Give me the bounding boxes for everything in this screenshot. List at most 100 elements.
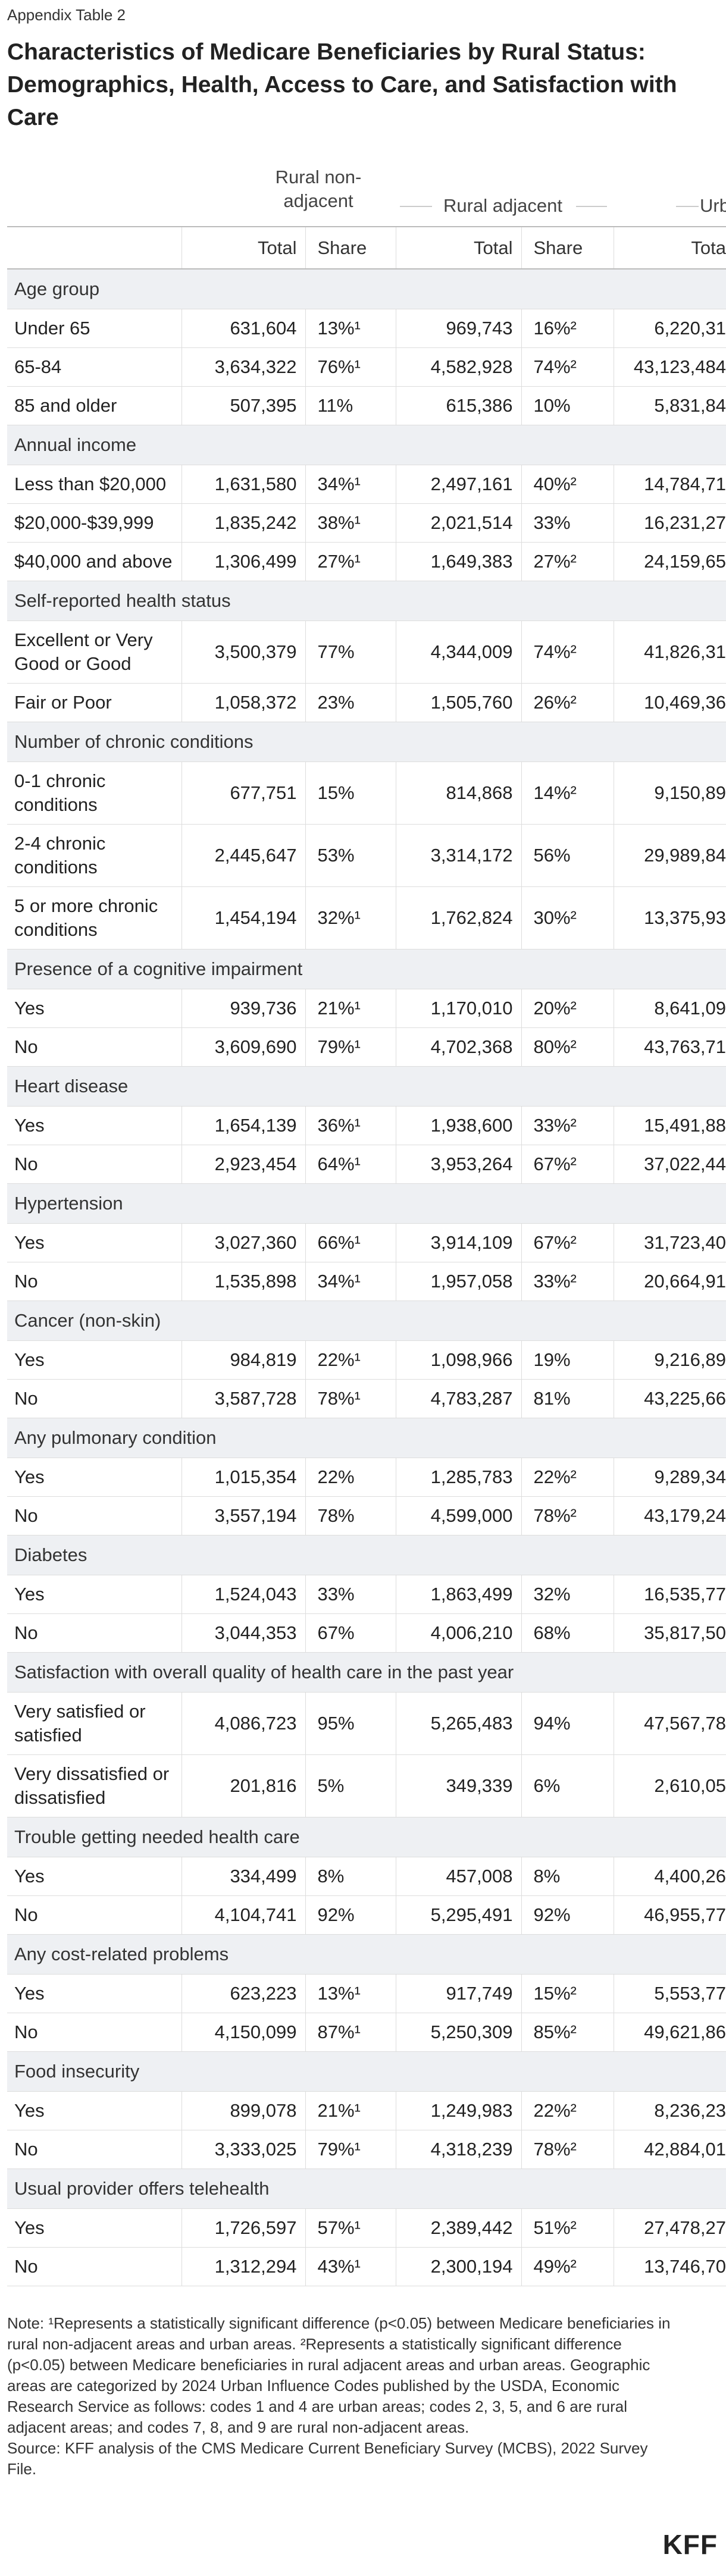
row-label: No xyxy=(7,1613,182,1653)
eyebrow: Appendix Table 2 xyxy=(7,6,126,24)
cell: 1,957,058 xyxy=(395,1262,521,1301)
cell: 56% xyxy=(521,824,614,887)
section-title: Self-reported health status xyxy=(7,581,726,621)
column-header: Tota xyxy=(613,226,726,269)
cell: 37,022,44 xyxy=(613,1145,726,1184)
cell: 47,567,78 xyxy=(613,1692,726,1755)
cell: 3,914,109 xyxy=(395,1223,521,1262)
cell: 80%² xyxy=(521,1027,614,1067)
cell: 3,500,379 xyxy=(181,621,305,684)
cell: 29,989,84 xyxy=(613,824,726,887)
cell: 92% xyxy=(305,1895,396,1935)
row-label: No xyxy=(7,2130,182,2169)
data-row: $40,000 and above 1,306,499 27%¹ 1,649,383 2… xyxy=(7,542,726,581)
section-title: Food insecurity xyxy=(7,2051,726,2092)
cell: 4,344,009 xyxy=(395,621,521,684)
cell: 15,491,88 xyxy=(613,1106,726,1145)
cell: 67% xyxy=(305,1613,396,1653)
cell: 917,749 xyxy=(395,1974,521,2013)
cell: 677,751 xyxy=(181,761,305,825)
cell: 8,236,23 xyxy=(613,2091,726,2130)
data-row: No 3,044,353 67% 4,006,210 68% 35,817,50 xyxy=(7,1613,726,1653)
section-row: Age group xyxy=(7,269,726,309)
cell: 507,395 xyxy=(181,386,305,425)
cell: 1,098,966 xyxy=(395,1340,521,1380)
cell: 5,831,84 xyxy=(613,386,726,425)
data-row: No 1,312,294 43%¹ 2,300,194 49%² 13,746,70 xyxy=(7,2247,726,2286)
section-title: Age group xyxy=(7,269,726,309)
cell: 3,333,025 xyxy=(181,2130,305,2169)
data-row: Excellent or Very Good or Good 3,500,379 7… xyxy=(7,621,726,684)
cell: 5,553,77 xyxy=(613,1974,726,2013)
section-title: Any pulmonary condition xyxy=(7,1418,726,1458)
cell: 64%¹ xyxy=(305,1145,396,1184)
data-row: 0-1 chronic conditions 677,751 15% 814,868 1… xyxy=(7,761,726,825)
cell: 1,170,010 xyxy=(395,989,521,1028)
cell: 78%² xyxy=(521,1496,614,1535)
cell: 43,225,66 xyxy=(613,1379,726,1418)
cell: 1,312,294 xyxy=(181,2247,305,2286)
group-label: Rural non-adjacent xyxy=(275,167,362,211)
cell: 1,249,983 xyxy=(395,2091,521,2130)
row-label: No xyxy=(7,1145,182,1184)
section-title: Any cost-related problems xyxy=(7,1934,726,1975)
cell: 14,784,71 xyxy=(613,465,726,504)
cell: 16%² xyxy=(521,309,614,348)
cell: 899,078 xyxy=(181,2091,305,2130)
cell: 41,826,31 xyxy=(613,621,726,684)
cell: 1,631,580 xyxy=(181,465,305,504)
cell: 13%¹ xyxy=(305,309,396,348)
cell: 1,654,139 xyxy=(181,1106,305,1145)
cell: 53% xyxy=(305,824,396,887)
cell: 969,743 xyxy=(395,309,521,348)
cell: 4,582,928 xyxy=(395,347,521,387)
cell: 201,816 xyxy=(181,1754,305,1817)
cell: 3,044,353 xyxy=(181,1613,305,1653)
cell: 5,265,483 xyxy=(395,1692,521,1755)
cell: 94% xyxy=(521,1692,614,1755)
cell: 35,817,50 xyxy=(613,1613,726,1653)
group-label: Rural adjacent xyxy=(443,195,562,216)
cell: 6% xyxy=(521,1754,614,1817)
cell: 42,884,01 xyxy=(613,2130,726,2169)
cell: 21%¹ xyxy=(305,989,396,1028)
section-row: Usual provider offers telehealth xyxy=(7,2168,726,2209)
cell: 67%² xyxy=(521,1145,614,1184)
group-rule xyxy=(400,206,432,207)
section-row: Trouble getting needed health care xyxy=(7,1817,726,1857)
data-row: No 3,609,690 79%¹ 4,702,368 80%² 43,763,71 xyxy=(7,1027,726,1067)
section-title: Annual income xyxy=(7,425,726,465)
row-label: Very dissatisfied or dissatisfied xyxy=(7,1754,182,1817)
cell: 4,086,723 xyxy=(181,1692,305,1755)
cell: 49%² xyxy=(521,2247,614,2286)
section-row: Self-reported health status xyxy=(7,581,726,621)
cell: 1,649,383 xyxy=(395,542,521,581)
row-label: Yes xyxy=(7,1106,182,1145)
cell: 51%² xyxy=(521,2208,614,2248)
row-label: Very satisfied or satisfied xyxy=(7,1692,182,1755)
row-label: No xyxy=(7,2247,182,2286)
group-rule xyxy=(676,206,699,207)
cell: 33% xyxy=(521,503,614,543)
cell: 3,609,690 xyxy=(181,1027,305,1067)
cell: 457,008 xyxy=(395,1857,521,1896)
row-label: Yes xyxy=(7,2208,182,2248)
cell: 4,599,000 xyxy=(395,1496,521,1535)
cell: 10,469,36 xyxy=(613,683,726,722)
cell: 78%² xyxy=(521,2130,614,2169)
section-row: Heart disease xyxy=(7,1066,726,1107)
section-title: Cancer (non-skin) xyxy=(7,1300,726,1341)
cell: 38%¹ xyxy=(305,503,396,543)
section-row: Number of chronic conditions xyxy=(7,722,726,762)
header-cell xyxy=(7,226,182,269)
cell: 8% xyxy=(305,1857,396,1896)
cell: 1,058,372 xyxy=(181,683,305,722)
row-label: Yes xyxy=(7,1857,182,1896)
cell: 1,454,194 xyxy=(181,886,305,949)
row-label: 65-84 xyxy=(7,347,182,387)
column-header: Total xyxy=(395,226,521,269)
data-row: Less than $20,000 1,631,580 34%¹ 2,497,161 4… xyxy=(7,465,726,504)
data-row: $20,000-$39,999 1,835,242 38%¹ 2,021,514 33%… xyxy=(7,503,726,543)
cell: 79%¹ xyxy=(305,1027,396,1067)
